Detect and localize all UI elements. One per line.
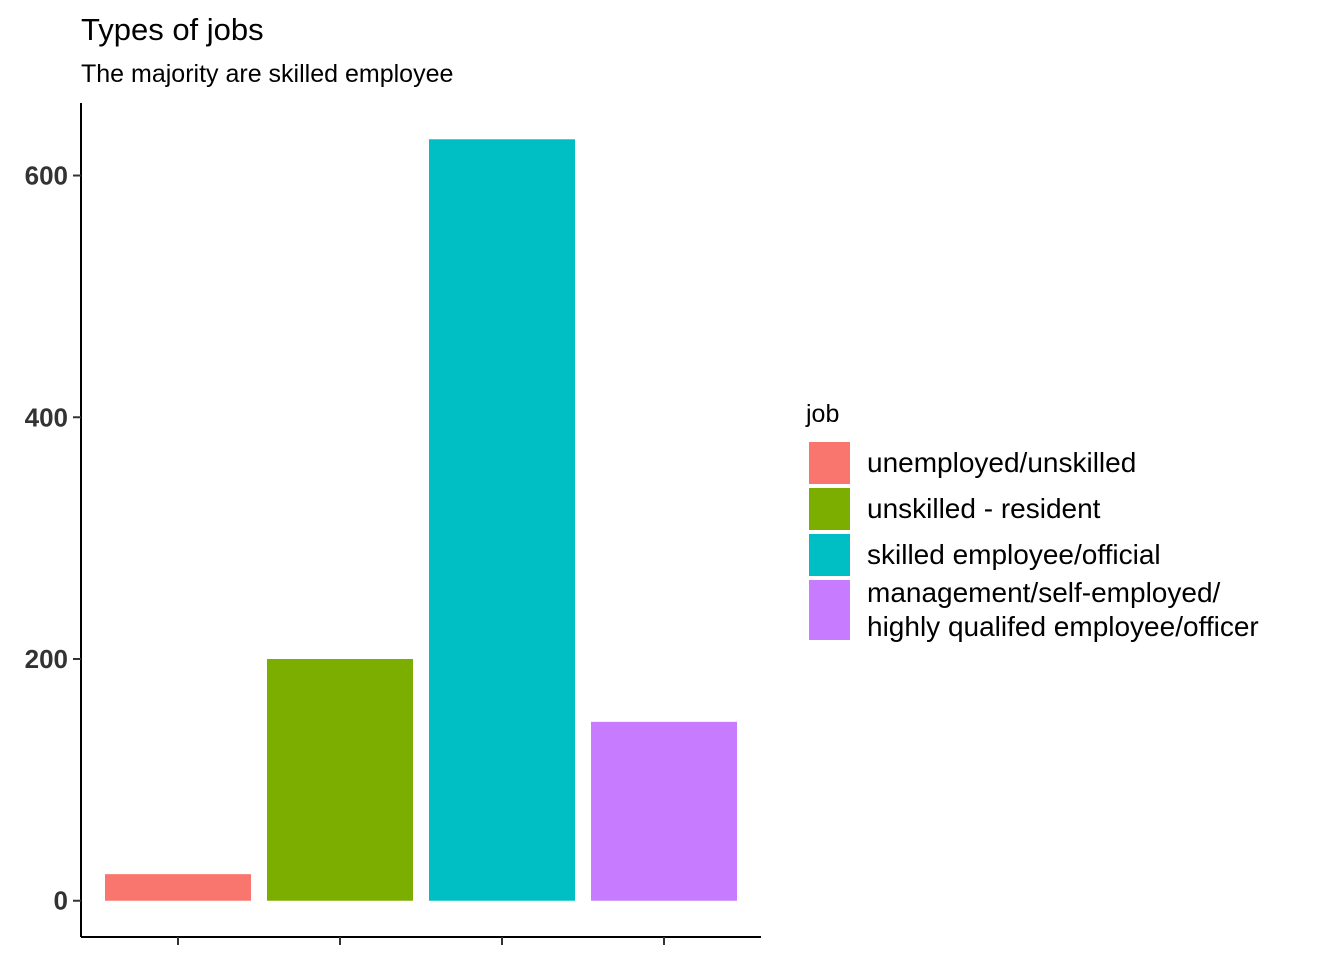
y-tick-label-400: 400: [25, 402, 68, 432]
legend-label-line: skilled employee/official: [867, 539, 1161, 570]
legend-label-3: skilled employee/official: [867, 539, 1161, 570]
bar-3: [429, 139, 575, 901]
legend-title: job: [805, 400, 839, 428]
legend: job unemployed/unskilled unskilled - resid…: [805, 400, 1259, 642]
legend-key-1: [807, 440, 852, 486]
bar-1: [105, 874, 251, 901]
legend-label-line: management/self-employed/: [867, 577, 1221, 608]
chart-subtitle: The majority are skilled employee: [81, 60, 453, 88]
legend-label-line: highly qualifed employee/officer: [867, 611, 1259, 642]
legend-key-4: [807, 578, 852, 642]
y-tick-label-200: 200: [25, 644, 68, 674]
bars-group: [105, 139, 737, 901]
legend-label-line: unskilled - resident: [867, 493, 1101, 524]
y-tick-label-600: 600: [25, 161, 68, 191]
legend-key-3: [807, 532, 852, 578]
y-tick-label-0: 0: [54, 886, 68, 916]
bar-2: [267, 659, 413, 901]
bar-4: [591, 721, 737, 901]
chart-title: Types of jobs: [81, 12, 264, 47]
axes-group: 0 200 400 600: [25, 103, 761, 945]
legend-key-2: [807, 486, 852, 532]
legend-label-line: unemployed/unskilled: [867, 447, 1136, 478]
legend-label-1: unemployed/unskilled: [867, 447, 1136, 478]
legend-label-4: management/self-employed/highly qualifed…: [867, 577, 1259, 642]
legend-label-2: unskilled - resident: [867, 493, 1101, 524]
